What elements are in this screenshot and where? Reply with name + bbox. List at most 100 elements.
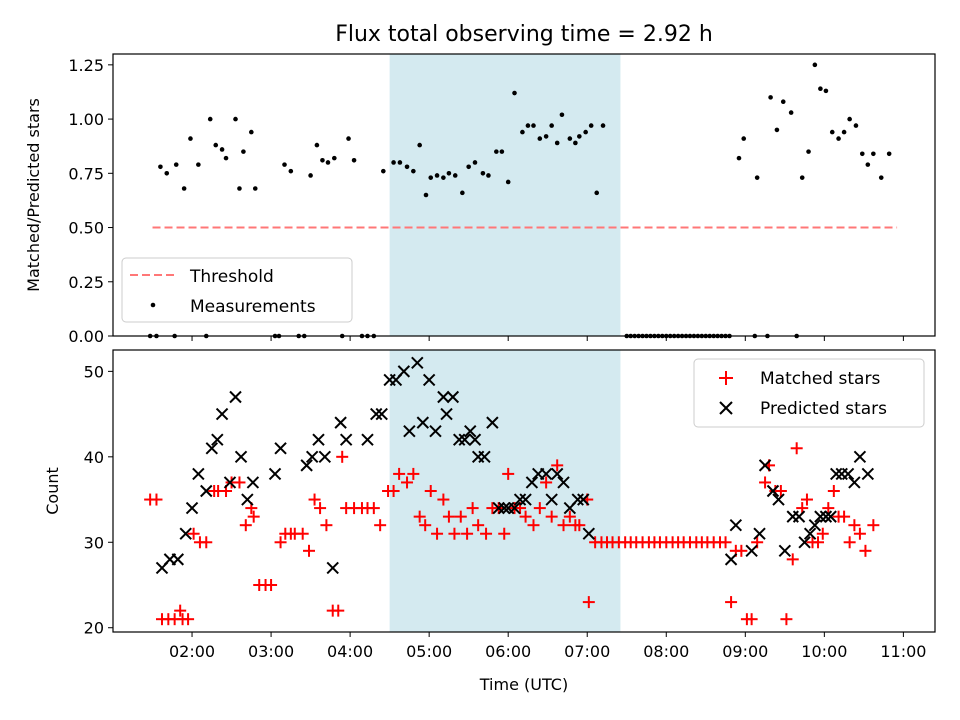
measurement-point [588,123,594,128]
measurement-point [594,190,600,196]
predicted-star-point [268,467,282,481]
measurement-point [480,171,486,176]
measurement-point [241,149,246,154]
measurement-point [512,90,517,96]
top-y-axis-label: Matched/Predicted stars [24,98,43,292]
matched-star-point [582,596,595,609]
matched-star-point [314,502,327,515]
predicted-star-point [745,544,758,558]
matched-star-point [407,467,420,480]
measurement-point [537,136,543,141]
measurement-point [249,129,254,135]
bottom-y-tick-label: 30 [84,533,104,552]
measurement-point [423,192,429,198]
bottom-x-ticks: 02:00 03:00 04:00 05:00 06:00 07:00 08:00 09:00… [169,632,926,661]
predicted-star-point [508,501,521,515]
measurement-point [736,155,742,161]
predicted-star-point [229,390,242,404]
measurement-point [282,162,287,167]
predicted-star-point [753,527,766,540]
matched-star-point [498,527,511,540]
matched-star-point [540,476,553,489]
measurement-point [237,186,242,191]
measurement-point [841,129,847,135]
legend-predicted-swatch [719,401,733,415]
matched-star-point [332,604,345,617]
matched-star-point [247,510,260,523]
measurement-point [346,136,351,141]
measurement-point [233,116,238,122]
matched-star-point [187,527,200,540]
top-panel: 0.00 0.25 0.50 0.75 1.00 1.25 Matched/Predict… [24,53,936,346]
predicted-star-point [211,433,224,446]
matched-star-point [827,485,840,497]
chart-title: Flux total observing time = 2.92 h [335,22,713,47]
top-y-tick-label: 0.75 [68,164,104,183]
measurement-point [780,99,786,105]
measurement-point [799,175,805,180]
measurement-point [207,116,213,122]
measurement-point [472,160,478,165]
measurement-point [871,151,876,157]
top-y-tick-label: 0.00 [68,327,104,346]
top-legend: Threshold Measurements [121,257,353,323]
top-x-ticks [191,336,904,341]
matched-star-point [374,519,387,532]
measurement-point [520,129,525,135]
predicted-star-point [334,416,347,429]
top-y-tick-label: 0.50 [68,219,104,238]
matched-star-point [437,493,450,506]
matched-star-point [448,527,461,540]
x-tick-label: 09:00 [722,642,768,661]
measurement-point [446,171,452,176]
matched-star-point [800,493,813,506]
matched-star-point [719,536,732,549]
matched-star-point [320,519,333,532]
matched-star-point [533,502,546,515]
x-tick-label: 04:00 [327,642,373,661]
matched-star-point [735,544,748,557]
legend-matched-swatch [719,371,733,385]
measurement-point [181,186,187,191]
measurement-point [158,164,163,170]
predicted-star-point [819,510,833,523]
predicted-star-point [478,450,491,464]
predicted-star-point [486,416,499,429]
measurement-point [460,190,465,196]
matched-star-point [182,613,195,626]
measurement-point [847,116,852,122]
x-axis-label: Time (UTC) [479,675,568,694]
measurement-point [559,112,565,118]
matched-star-point [745,613,758,626]
measurement-point [320,157,325,163]
predicted-star-point [300,459,313,472]
measurement-point [173,162,179,167]
predicted-star-point [403,424,416,438]
measurement-point [600,123,606,128]
predicted-star-point [498,501,511,515]
predicted-star-point [458,433,471,446]
x-tick-label: 11:00 [880,642,926,661]
matched-star-point [336,450,349,463]
predicted-star-point [241,493,254,506]
top-y-ticks: 0.00 0.25 0.50 0.75 1.00 1.25 [68,56,113,346]
legend-matched-label: Matched stars [760,369,880,389]
predicted-star-point [452,433,466,446]
bottom-y-tick-label: 20 [84,619,104,638]
predicted-star-point [808,518,822,532]
matched-star-point [838,510,851,523]
bottom-y-ticks: 20 30 40 50 [84,362,113,638]
measurement-point [441,175,446,180]
predicted-star-point [571,493,584,506]
measurement-point [164,171,170,176]
measurement-point [812,62,818,68]
measurement-point [308,173,313,178]
matched-star-point [812,536,825,549]
bottom-legend: Matched stars Predicted stars [693,358,925,428]
predicted-star-point [192,467,205,481]
measurement-point [853,123,859,128]
matched-star-point [519,510,532,523]
measurement-point [525,123,531,128]
predicted-star-point [798,536,811,549]
